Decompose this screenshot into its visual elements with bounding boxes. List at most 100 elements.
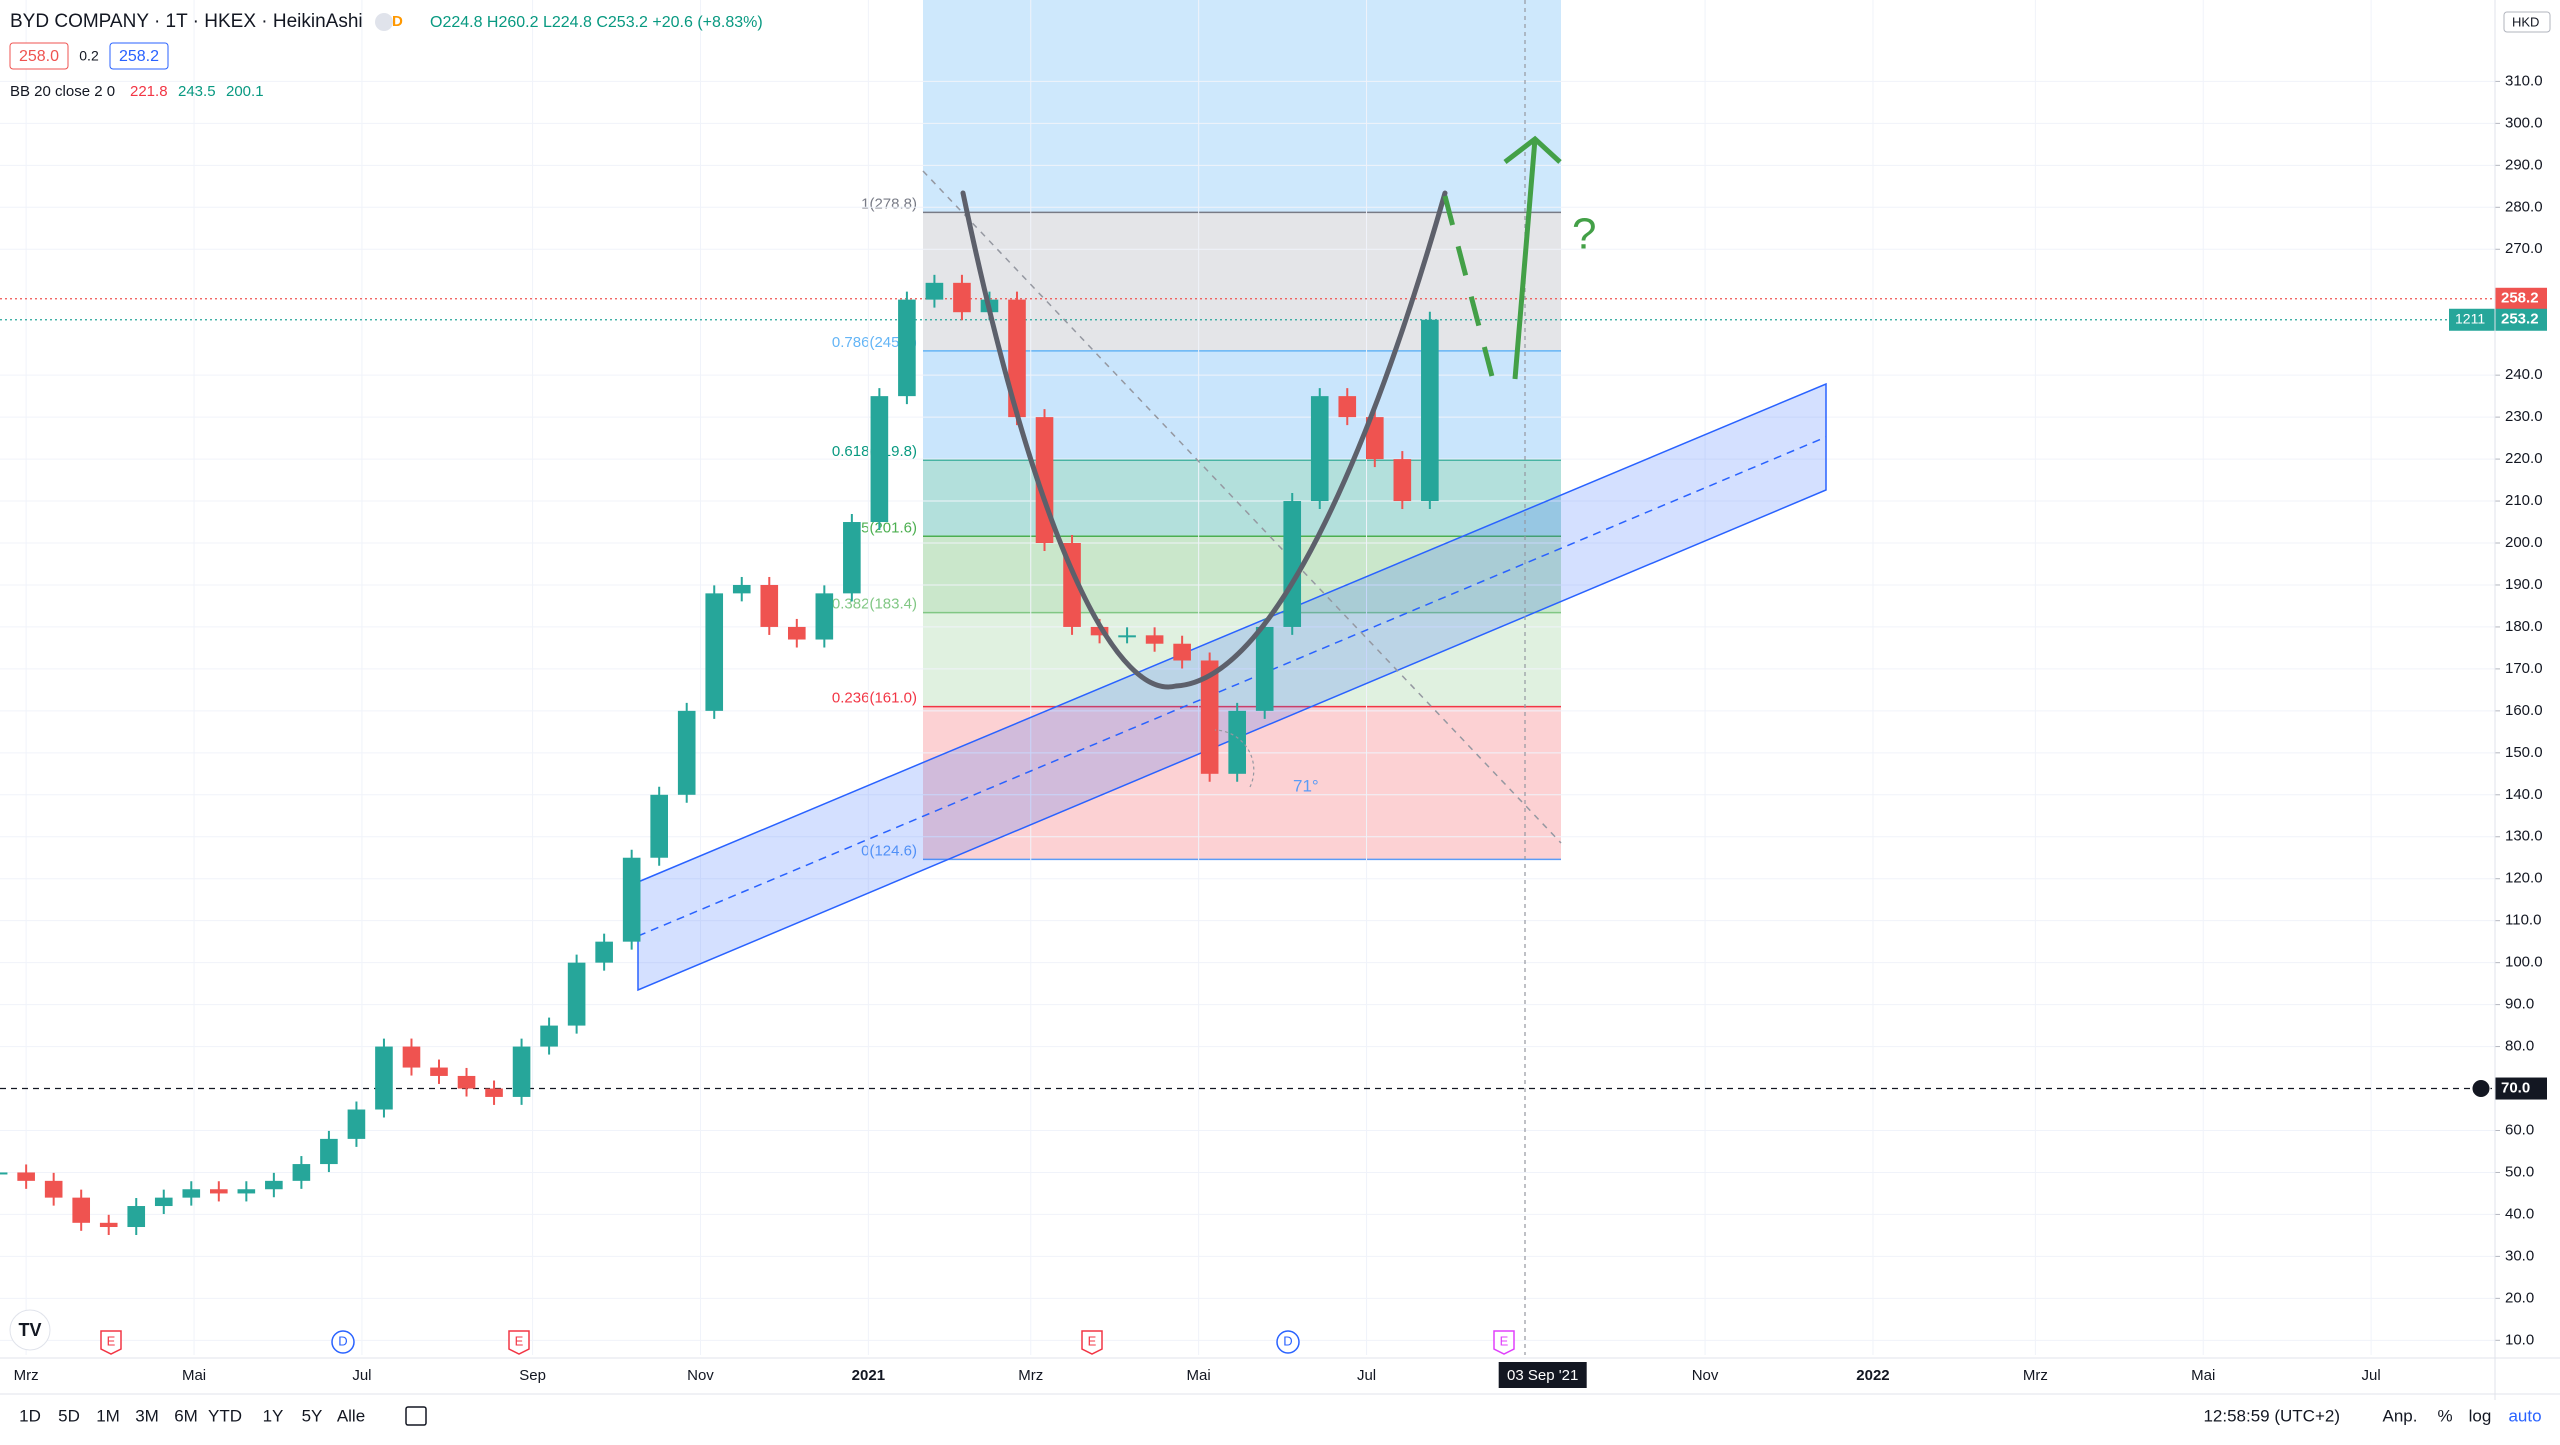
y-tick-label: 290.0 xyxy=(2505,156,2543,173)
fib-trendline xyxy=(922,170,1562,844)
y-tick-label: 210.0 xyxy=(2505,492,2543,509)
candle xyxy=(595,941,613,963)
currency: HKD xyxy=(2512,14,2539,29)
date-range-icon[interactable] xyxy=(405,1406,427,1426)
candle xyxy=(127,1206,146,1228)
range-button[interactable]: YTD xyxy=(208,1406,242,1425)
y-tick-label: 60.0 xyxy=(2505,1121,2534,1138)
y-tick-label: 200.0 xyxy=(2505,534,2543,551)
candle xyxy=(237,1189,256,1194)
axis-option[interactable]: log xyxy=(2469,1406,2492,1425)
range-button[interactable]: Alle xyxy=(337,1406,365,1425)
y-tick-label: 300.0 xyxy=(2505,114,2543,131)
x-tick-label: Nov xyxy=(687,1367,714,1384)
fib-zone xyxy=(923,212,1561,351)
y-tick-label: 90.0 xyxy=(2505,996,2534,1013)
range-button[interactable]: 5D xyxy=(58,1406,80,1425)
candle xyxy=(430,1067,448,1076)
candle xyxy=(705,593,724,711)
candle xyxy=(870,396,889,523)
candle xyxy=(1173,643,1191,661)
bottom-toolbar: 1D 5D 1M 3M 6M YTD 1Y 5Y Alle Anp.% log auto xyxy=(19,1406,2541,1425)
axis-option[interactable]: % xyxy=(2437,1406,2452,1425)
bid-price: 258.0 xyxy=(19,48,59,65)
ohlc-values: O224.8 H260.2 L224.8 C253.2 +20.6 (+8.83… xyxy=(430,14,763,31)
date-range[interactable] xyxy=(923,0,1561,213)
fib-label: 0.382(183.4) xyxy=(832,596,917,613)
axis-option[interactable]: auto xyxy=(2508,1406,2541,1425)
range-button[interactable]: 6M xyxy=(174,1406,198,1425)
candle xyxy=(512,1046,531,1097)
price-label: 253.2 xyxy=(2501,311,2539,328)
event-marker[interactable] xyxy=(100,1330,122,1355)
candle xyxy=(732,584,751,594)
buy-button[interactable] xyxy=(109,42,169,70)
candle xyxy=(347,1109,366,1139)
candle xyxy=(898,299,916,397)
currency-box[interactable] xyxy=(2503,11,2551,33)
y-tick-label: 20.0 xyxy=(2505,1289,2534,1306)
y-tick-label: 110.0 xyxy=(2505,912,2541,929)
range-button[interactable]: 1D xyxy=(19,1406,41,1425)
candle xyxy=(1421,319,1439,502)
range-button[interactable]: 1Y xyxy=(263,1406,284,1425)
event-marker[interactable] xyxy=(1081,1330,1103,1355)
candle xyxy=(1200,660,1219,774)
x-tick-label: Mai xyxy=(1187,1367,1211,1384)
candle xyxy=(1118,635,1136,638)
svg-text:TV: TV xyxy=(18,1320,41,1340)
event-marker[interactable] xyxy=(1493,1330,1515,1355)
market-status xyxy=(375,13,393,31)
event-marker[interactable] xyxy=(1276,1330,1300,1354)
crosshair-add[interactable] xyxy=(2471,1079,2491,1099)
projection-arrow[interactable] xyxy=(1503,135,1562,380)
y-tick-label: 80.0 xyxy=(2505,1038,2534,1055)
candle xyxy=(925,282,944,300)
candle xyxy=(17,1172,35,1181)
candle xyxy=(402,1046,421,1068)
event-letter: D xyxy=(1283,1333,1292,1348)
candle xyxy=(1393,459,1412,502)
x-tick-label: Mrz xyxy=(2023,1367,2048,1384)
x-tick-label: Mrz xyxy=(1018,1367,1043,1384)
candle xyxy=(1255,626,1274,711)
countdown-box xyxy=(2449,308,2495,331)
range-button[interactable]: 5Y xyxy=(302,1406,323,1425)
candle xyxy=(72,1197,91,1223)
candle xyxy=(1283,501,1302,627)
y-tick-label: 40.0 xyxy=(2505,1205,2534,1222)
x-tick-label: Jul xyxy=(1357,1367,1376,1384)
x-tick-label: Sep xyxy=(519,1367,546,1384)
axis-option[interactable]: Anp. xyxy=(2383,1406,2418,1425)
angle-label: 71° xyxy=(1293,776,1319,795)
channel-midline xyxy=(637,436,1827,937)
candle xyxy=(843,522,861,594)
fib-label: 0.5(201.6) xyxy=(849,519,917,536)
range-button[interactable]: 3M xyxy=(135,1406,159,1425)
candle xyxy=(815,593,834,640)
x-tick-label: Jul xyxy=(2362,1367,2381,1384)
cup-curve[interactable] xyxy=(960,190,1448,690)
candle xyxy=(457,1075,476,1089)
candle xyxy=(99,1222,118,1228)
y-tick-label: 240.0 xyxy=(2505,366,2543,383)
price-label: 70.0 xyxy=(2501,1080,2530,1097)
clock: 12:58:59 (UTC+2) xyxy=(2203,1406,2340,1425)
event-letter: E xyxy=(1500,1333,1509,1348)
ask-price: 258.2 xyxy=(119,48,159,65)
projection-dashed[interactable] xyxy=(1442,195,1497,385)
candle xyxy=(787,626,806,640)
event-marker[interactable] xyxy=(508,1330,530,1355)
candle xyxy=(1365,417,1384,460)
y-tick-label: 100.0 xyxy=(2505,954,2543,971)
x-tick-label: Mai xyxy=(182,1367,206,1384)
event-marker[interactable] xyxy=(331,1330,355,1354)
range-button[interactable]: 1M xyxy=(96,1406,120,1425)
y-tick-label: 50.0 xyxy=(2505,1163,2534,1180)
y-tick-label: 270.0 xyxy=(2505,240,2543,257)
candle xyxy=(622,857,641,942)
bb-basis: 221.8 xyxy=(130,83,168,100)
candle xyxy=(1145,635,1164,644)
sell-button[interactable] xyxy=(9,42,69,70)
